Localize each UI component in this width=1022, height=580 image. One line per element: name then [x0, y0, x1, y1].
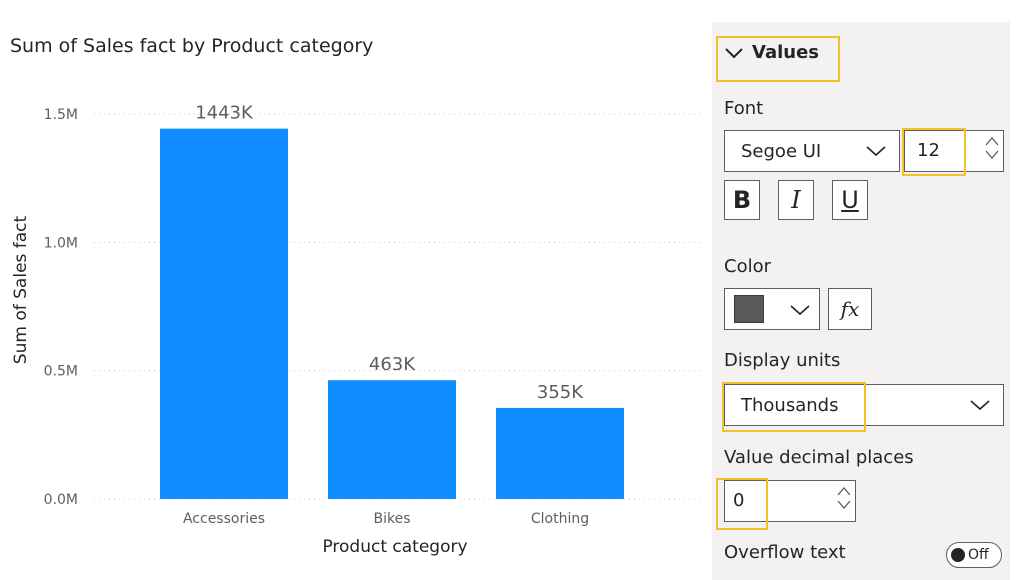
- chevron-down-icon[interactable]: [985, 149, 999, 161]
- bold-glyph: B: [732, 186, 752, 214]
- font-size-stepper[interactable]: 12: [904, 130, 1004, 172]
- bar[interactable]: [160, 128, 288, 499]
- bar-chart: Sum of Sales fact by Product category 0.0…: [10, 35, 700, 557]
- y-tick-label: 1.5M: [44, 107, 78, 123]
- format-pane: Values Font Segoe UI 12 B I U Color fx D: [712, 22, 1010, 580]
- font-label: Font: [724, 98, 764, 119]
- conditional-formatting-fx-button[interactable]: fx: [828, 288, 872, 330]
- x-tick-label: Accessories: [183, 511, 265, 527]
- x-tick-label: Clothing: [531, 511, 589, 527]
- chevron-down-icon: [866, 146, 886, 157]
- chevron-down-icon[interactable]: [837, 499, 851, 511]
- color-swatch: [734, 295, 764, 323]
- chart-title: Sum of Sales fact by Product category: [10, 35, 373, 57]
- chevron-down-icon: [790, 305, 810, 316]
- fx-glyph: fx: [840, 297, 860, 321]
- underline-button[interactable]: U: [832, 180, 868, 220]
- display-units-value: Thousands: [741, 394, 839, 416]
- bold-button[interactable]: B: [724, 180, 760, 220]
- data-label: 463K: [369, 354, 416, 375]
- font-size-spinner: [985, 135, 999, 161]
- font-family-value: Segoe UI: [741, 140, 822, 162]
- overflow-text-toggle[interactable]: Off: [946, 542, 1002, 568]
- font-family-dropdown[interactable]: Segoe UI: [724, 130, 900, 172]
- bar[interactable]: [328, 380, 456, 499]
- decimal-places-label: Value decimal places: [724, 447, 914, 468]
- display-units-label: Display units: [724, 350, 841, 371]
- y-axis-title: Sum of Sales fact: [11, 215, 31, 364]
- toggle-knob: [951, 548, 965, 562]
- y-tick-label: 0.5M: [44, 364, 78, 380]
- decimal-places-value: 0: [733, 490, 745, 511]
- x-axis-title: Product category: [322, 537, 467, 557]
- color-picker-dropdown[interactable]: [724, 288, 820, 330]
- bar[interactable]: [496, 407, 624, 499]
- italic-button[interactable]: I: [778, 180, 814, 220]
- decimal-places-spinner: [837, 485, 851, 511]
- italic-glyph: I: [791, 186, 801, 214]
- overflow-text-label: Overflow text: [724, 542, 846, 563]
- values-section-header[interactable]: Values: [724, 42, 819, 63]
- data-label: 1443K: [195, 103, 254, 124]
- decimal-places-stepper[interactable]: 0: [724, 480, 856, 522]
- display-units-dropdown[interactable]: Thousands: [724, 384, 1004, 426]
- chevron-up-icon[interactable]: [837, 485, 851, 497]
- chevron-up-icon[interactable]: [985, 135, 999, 147]
- y-tick-label: 1.0M: [44, 235, 78, 251]
- x-tick-label: Bikes: [373, 511, 410, 527]
- underline-glyph: U: [841, 186, 859, 214]
- chevron-down-icon: [970, 400, 990, 411]
- chevron-down-icon: [725, 47, 743, 58]
- values-section-title: Values: [752, 42, 819, 63]
- y-tick-label: 0.0M: [44, 492, 78, 508]
- overflow-toggle-state: Off: [968, 547, 989, 563]
- data-label: 355K: [537, 382, 584, 403]
- chart-visual[interactable]: Sum of Sales fact by Product category 0.0…: [0, 0, 712, 580]
- font-size-value: 12: [917, 140, 940, 161]
- color-label: Color: [724, 256, 771, 277]
